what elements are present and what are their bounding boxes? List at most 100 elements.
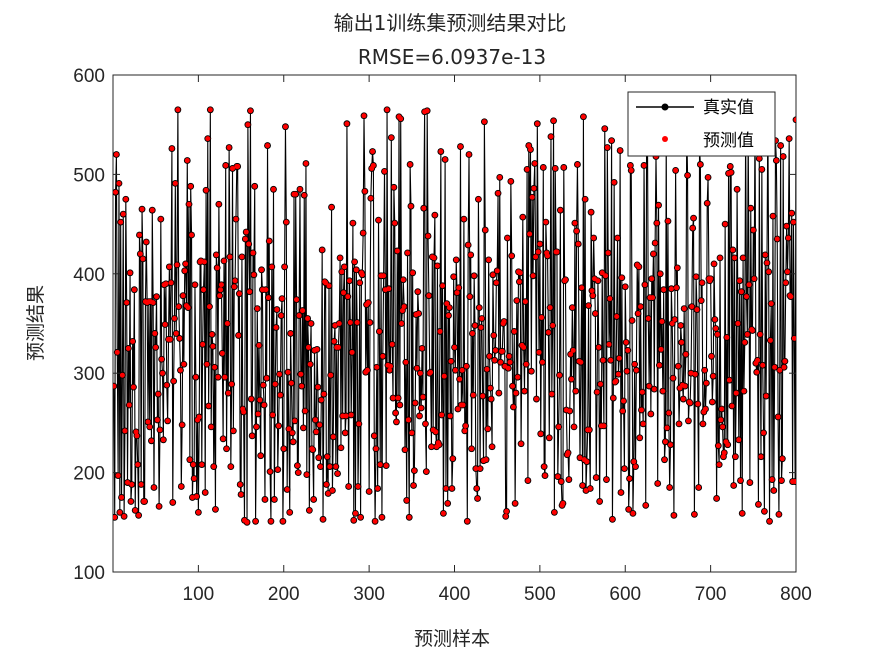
data-point-predicted <box>524 166 530 172</box>
data-point-predicted <box>506 353 512 359</box>
data-point-predicted <box>625 347 631 353</box>
data-point-predicted <box>624 368 630 374</box>
data-point-predicted <box>404 497 410 503</box>
data-point-predicted <box>352 510 358 516</box>
data-point-predicted <box>323 482 329 488</box>
data-point-predicted <box>154 294 160 300</box>
data-point-predicted <box>306 344 312 350</box>
data-point-predicted <box>287 509 293 515</box>
data-point-predicted <box>552 165 558 171</box>
data-point-predicted <box>262 496 268 502</box>
data-point-predicted <box>377 462 383 468</box>
data-point-predicted <box>359 272 365 278</box>
data-point-predicted <box>271 186 276 192</box>
data-point-predicted <box>380 353 386 359</box>
data-point-predicted <box>491 332 497 338</box>
data-point-predicted <box>288 380 294 386</box>
data-point-predicted <box>610 395 616 401</box>
data-point-predicted <box>619 275 625 281</box>
data-point-predicted <box>113 189 119 195</box>
data-point-predicted <box>212 364 218 370</box>
data-point-predicted <box>248 396 254 402</box>
data-point-predicted <box>488 396 494 402</box>
data-point-predicted <box>710 373 716 379</box>
data-point-predicted <box>411 468 417 474</box>
data-point-predicted <box>788 294 794 300</box>
data-point-predicted <box>679 339 685 345</box>
data-point-predicted <box>599 270 605 276</box>
data-point-predicted <box>615 235 621 241</box>
data-point-predicted <box>481 119 487 125</box>
data-point-predicted <box>543 219 549 225</box>
data-point-predicted <box>201 259 207 265</box>
data-point-predicted <box>209 331 215 337</box>
data-point-predicted <box>364 367 370 373</box>
data-point-predicted <box>242 236 248 242</box>
data-point-predicted <box>125 345 131 351</box>
data-point-predicted <box>592 311 598 317</box>
data-point-predicted <box>311 496 317 502</box>
data-point-predicted <box>445 500 451 506</box>
data-point-predicted <box>555 474 561 480</box>
data-point-predicted <box>714 495 720 501</box>
data-point-predicted <box>143 239 149 245</box>
data-point-predicted <box>321 391 327 397</box>
data-point-predicted <box>528 368 534 374</box>
data-point-predicted <box>738 478 744 484</box>
data-point-predicted <box>307 361 313 367</box>
data-point-predicted <box>724 334 730 340</box>
data-point-predicted <box>472 322 478 328</box>
data-point-predicted <box>772 364 778 370</box>
data-point-predicted <box>557 207 563 213</box>
data-point-predicted <box>466 152 472 158</box>
data-point-predicted <box>539 359 545 365</box>
data-point-predicted <box>432 212 438 218</box>
data-point-predicted <box>239 254 245 260</box>
data-point-predicted <box>456 285 462 291</box>
data-point-predicted <box>469 446 475 452</box>
data-point-predicted <box>782 358 788 364</box>
data-point-predicted <box>371 433 377 439</box>
data-point-predicted <box>374 364 380 370</box>
data-point-predicted <box>558 479 564 485</box>
data-point-predicted <box>294 463 300 469</box>
data-point-predicted <box>470 392 476 398</box>
data-point-predicted <box>758 454 764 460</box>
data-point-predicted <box>690 225 696 231</box>
data-point-predicted <box>755 357 761 363</box>
data-point-predicted <box>461 216 467 222</box>
data-point-predicted <box>734 186 740 192</box>
data-point-predicted <box>457 376 463 382</box>
data-point-predicted <box>622 284 628 290</box>
data-point-predicted <box>609 138 615 144</box>
data-point-predicted <box>142 498 148 504</box>
data-point-predicted <box>256 342 262 348</box>
data-point-predicted <box>218 287 224 293</box>
data-point-predicted <box>394 248 400 254</box>
data-point-predicted <box>200 341 206 347</box>
data-point-predicted <box>342 430 348 436</box>
data-point-predicted <box>148 438 154 444</box>
data-point-predicted <box>453 257 459 263</box>
data-point-predicted <box>264 375 270 381</box>
data-point-predicted <box>121 513 127 519</box>
data-point-predicted <box>474 486 480 491</box>
data-point-predicted <box>623 339 629 345</box>
data-point-predicted <box>177 335 183 341</box>
data-point-predicted <box>279 296 285 302</box>
data-point-predicted <box>343 413 349 419</box>
data-point-predicted <box>328 372 334 378</box>
data-point-predicted <box>767 337 773 343</box>
data-point-predicted <box>760 362 766 368</box>
data-point-predicted <box>611 179 617 185</box>
data-point-predicted <box>691 215 697 221</box>
data-point-predicted <box>128 498 134 504</box>
data-point-predicted <box>606 341 612 347</box>
data-point-predicted <box>295 470 301 476</box>
data-point-predicted <box>538 431 544 437</box>
data-point-predicted <box>633 367 639 373</box>
data-point-predicted <box>499 348 505 354</box>
data-point-predicted <box>685 172 691 178</box>
x-tick-label: 800 <box>780 584 812 605</box>
